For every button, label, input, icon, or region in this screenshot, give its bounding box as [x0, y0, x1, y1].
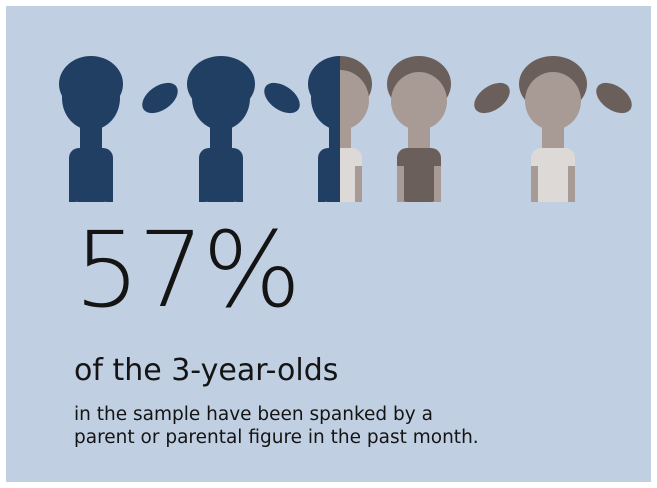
pictograph	[59, 56, 632, 202]
boy-icon	[387, 56, 451, 202]
subtitle: of the 3-year-olds	[74, 353, 339, 388]
girl-icon	[474, 56, 632, 202]
body-line-1: in the sample have been spanked by a	[74, 404, 433, 425]
girl-icon	[142, 56, 300, 202]
body-text: in the sample have been spanked by a par…	[74, 403, 644, 449]
infographic-card: 57% of the 3-year-olds in the sample hav…	[6, 6, 651, 482]
boy-icon	[308, 56, 372, 202]
headline-stat: 57%	[74, 209, 301, 331]
boy-icon-highlighted-half	[308, 56, 340, 202]
boy-icon-unhighlighted-half	[340, 56, 372, 202]
body-line-2: parent or parental figure in the past mo…	[74, 427, 479, 448]
boy-icon	[59, 56, 123, 202]
